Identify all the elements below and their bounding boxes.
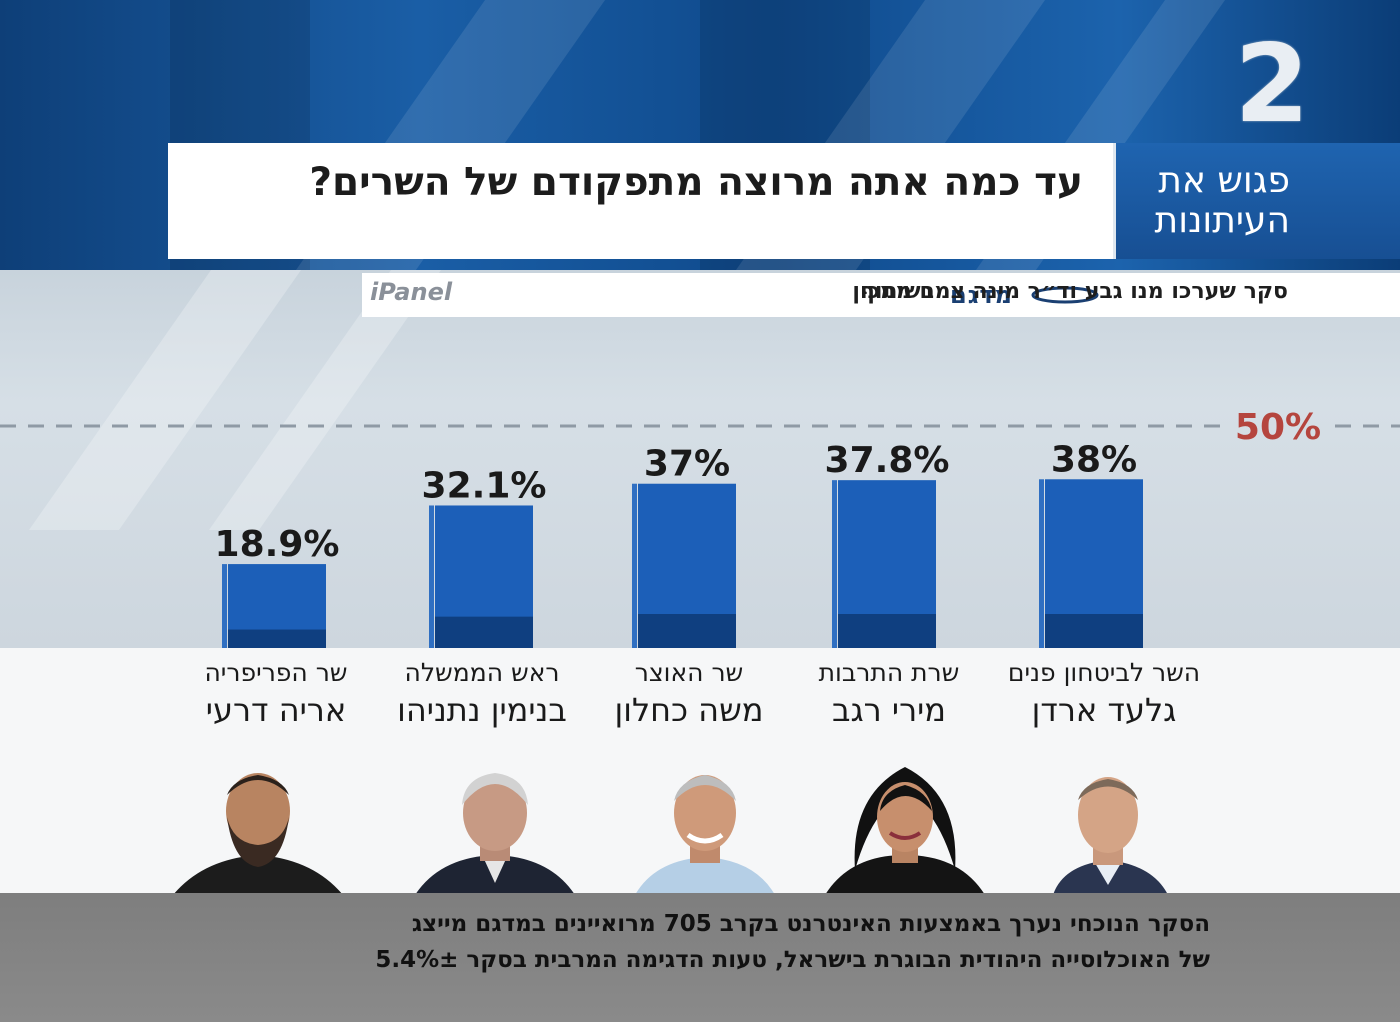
footer-methodology-line2: של האוכלוסייה היהודית הבוגרת בישראל, טעו…: [375, 947, 1210, 973]
minister-photo-kahlon: [635, 775, 775, 895]
minister-name: מירי רגב: [831, 691, 947, 729]
minister-photo-regev: [825, 767, 985, 895]
show-name-box: פגוש את העיתונות: [1113, 143, 1400, 259]
survey-credit: סקר שערכו מנו גבע וד״ר מינה צמח ממכון: [852, 279, 1288, 304]
minister-role: ראש הממשלה: [404, 658, 560, 687]
channel-2-logo: 2: [1234, 22, 1310, 147]
datag-swoosh-icon: [1031, 286, 1099, 304]
bar-edge-1: [1039, 479, 1044, 648]
bar-value-label-1: 38%: [1051, 439, 1137, 480]
footer-methodology-line1: הסקר הנוכחי נערך באמצעות האינטרנט בקרב 7…: [411, 911, 1210, 937]
minister-label-3: שר האוצר משה כחלון: [579, 656, 799, 730]
show-name-line1: פגוש את: [1158, 160, 1290, 201]
bar-base-shade-4: [435, 616, 533, 648]
minister-name: אריה דרעי: [205, 691, 347, 729]
minister-role: שרת התרבות: [818, 658, 960, 687]
minister-name: בנימין נתניהו: [397, 691, 567, 729]
minister-photo-erdan: [1053, 777, 1168, 895]
bar-base-shade-5: [228, 629, 326, 648]
subtitle-bar: iPanel מדגם בשיתוף סקר שערכו מנו גבע וד״…: [362, 273, 1400, 317]
minister-name: משה כחלון: [614, 691, 764, 729]
bar-value-label-5: 18.9%: [215, 524, 340, 565]
chart-title: עד כמה אתה מרוצה מתפקודם של השרים?: [309, 159, 1083, 205]
minister-photo-netanyahu: [415, 773, 575, 895]
title-bar: עד כמה אתה מרוצה מתפקודם של השרים?: [168, 143, 1113, 259]
footer-bar: הסקר הנוכחי נערך באמצעות האינטרנט בקרב 7…: [0, 893, 1400, 1022]
datag-logo: מדגם: [950, 281, 1013, 309]
minister-label-4: ראש הממשלה בנימין נתניהו: [372, 656, 592, 730]
bar-value-label-2: 37.8%: [825, 440, 950, 481]
ipanel-logo: iPanel: [370, 278, 453, 306]
minister-photo-deri: [173, 773, 343, 895]
bar-value-label-4: 32.1%: [422, 465, 547, 506]
bar-edge-4: [429, 505, 434, 648]
show-name-line2: העיתונות: [1154, 200, 1290, 241]
bar-base-shade-1: [1045, 614, 1143, 648]
bar-base-shade-3: [638, 614, 736, 648]
bar-value-label-3: 37%: [644, 444, 730, 485]
minister-label-1: השר לביטחון פנים גלעד ארדן: [994, 656, 1214, 730]
reference-label: 50%: [1235, 407, 1321, 448]
minister-role: שר האוצר: [634, 658, 744, 687]
bar-chart: 50% 38% 37.8% 37% 32.1% 18.9%: [0, 407, 1400, 648]
minister-role: השר לביטחון פנים: [1007, 658, 1201, 687]
minister-name: גלעד ארדן: [1031, 691, 1177, 729]
minister-label-2: שרת התרבות מירי רגב: [779, 656, 999, 730]
bar-edge-2: [832, 480, 837, 648]
minister-role: שר הפריפריה: [204, 658, 348, 687]
bar-base-shade-2: [838, 614, 936, 648]
partner-word: בשיתוף: [860, 279, 935, 304]
bar-edge-3: [632, 483, 637, 648]
minister-label-5: שר הפריפריה אריה דרעי: [166, 656, 386, 730]
bar-edge-5: [222, 564, 227, 648]
